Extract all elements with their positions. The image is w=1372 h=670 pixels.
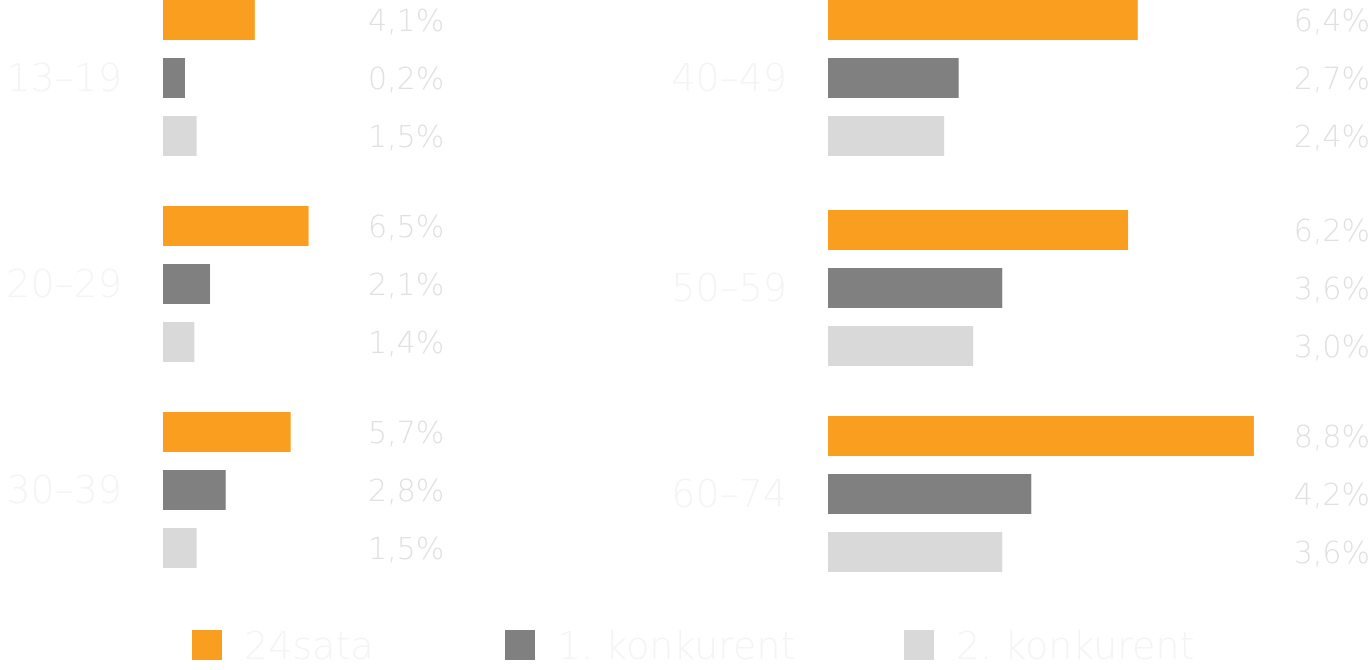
value-label-3-series-3: 1,5% [368,532,444,567]
bar-5-series-3 [828,326,974,366]
bar-6-series-1 [828,416,1254,456]
value-label-1-series-3: 1,5% [368,120,444,155]
bar-4-series-3 [828,116,945,156]
bar-4-series-1 [828,0,1138,40]
bar-6-series-3 [828,532,1003,572]
bar-2-series-2 [163,264,211,304]
value-label-4-series-2: 2,7% [1294,62,1370,97]
legend-label-3: 2. konkurent [956,624,1194,668]
bar-3-series-2 [163,470,226,510]
legend-swatch-3 [904,630,934,660]
value-label-6-series-1: 8,8% [1294,420,1370,455]
value-label-6-series-3: 3,6% [1294,536,1370,571]
value-label-5-series-3: 3,0% [1294,330,1370,365]
value-label-4-series-3: 2,4% [1294,120,1370,155]
value-label-2-series-2: 2,1% [368,268,444,303]
value-label-2-series-3: 1,4% [368,326,444,361]
category-label-3: 30–39 [6,468,122,512]
value-label-4-series-1: 6,4% [1294,4,1370,39]
bar-3-series-3 [163,528,197,568]
bar-5-series-1 [828,210,1129,250]
category-label-5: 50–59 [671,266,787,310]
category-label-4: 40–49 [671,56,787,100]
bar-4-series-2 [828,58,959,98]
bar-6-series-2 [828,474,1032,514]
value-label-6-series-2: 4,2% [1294,478,1370,513]
legend-swatch-1 [192,630,222,660]
value-label-2-series-1: 6,5% [368,210,444,245]
legend-label-2: 1. konkurent [557,624,795,668]
bar-1-series-1 [163,0,255,40]
value-label-3-series-2: 2,8% [368,474,444,509]
legend-label-1: 24sata [244,624,374,668]
category-label-1: 13–19 [6,56,122,100]
bar-3-series-1 [163,412,291,452]
category-label-2: 20–29 [6,262,122,306]
bar-2-series-1 [163,206,309,246]
bar-2-series-3 [163,322,195,362]
bar-1-series-3 [163,116,197,156]
value-label-1-series-2: 0,2% [368,62,444,97]
value-label-5-series-1: 6,2% [1294,214,1370,249]
value-label-3-series-1: 5,7% [368,416,444,451]
value-label-1-series-1: 4,1% [368,4,444,39]
bar-1-series-2 [163,58,185,98]
legend-swatch-2 [505,630,535,660]
bar-5-series-2 [828,268,1003,308]
value-label-5-series-2: 3,6% [1294,272,1370,307]
category-label-6: 60–74 [671,472,787,516]
